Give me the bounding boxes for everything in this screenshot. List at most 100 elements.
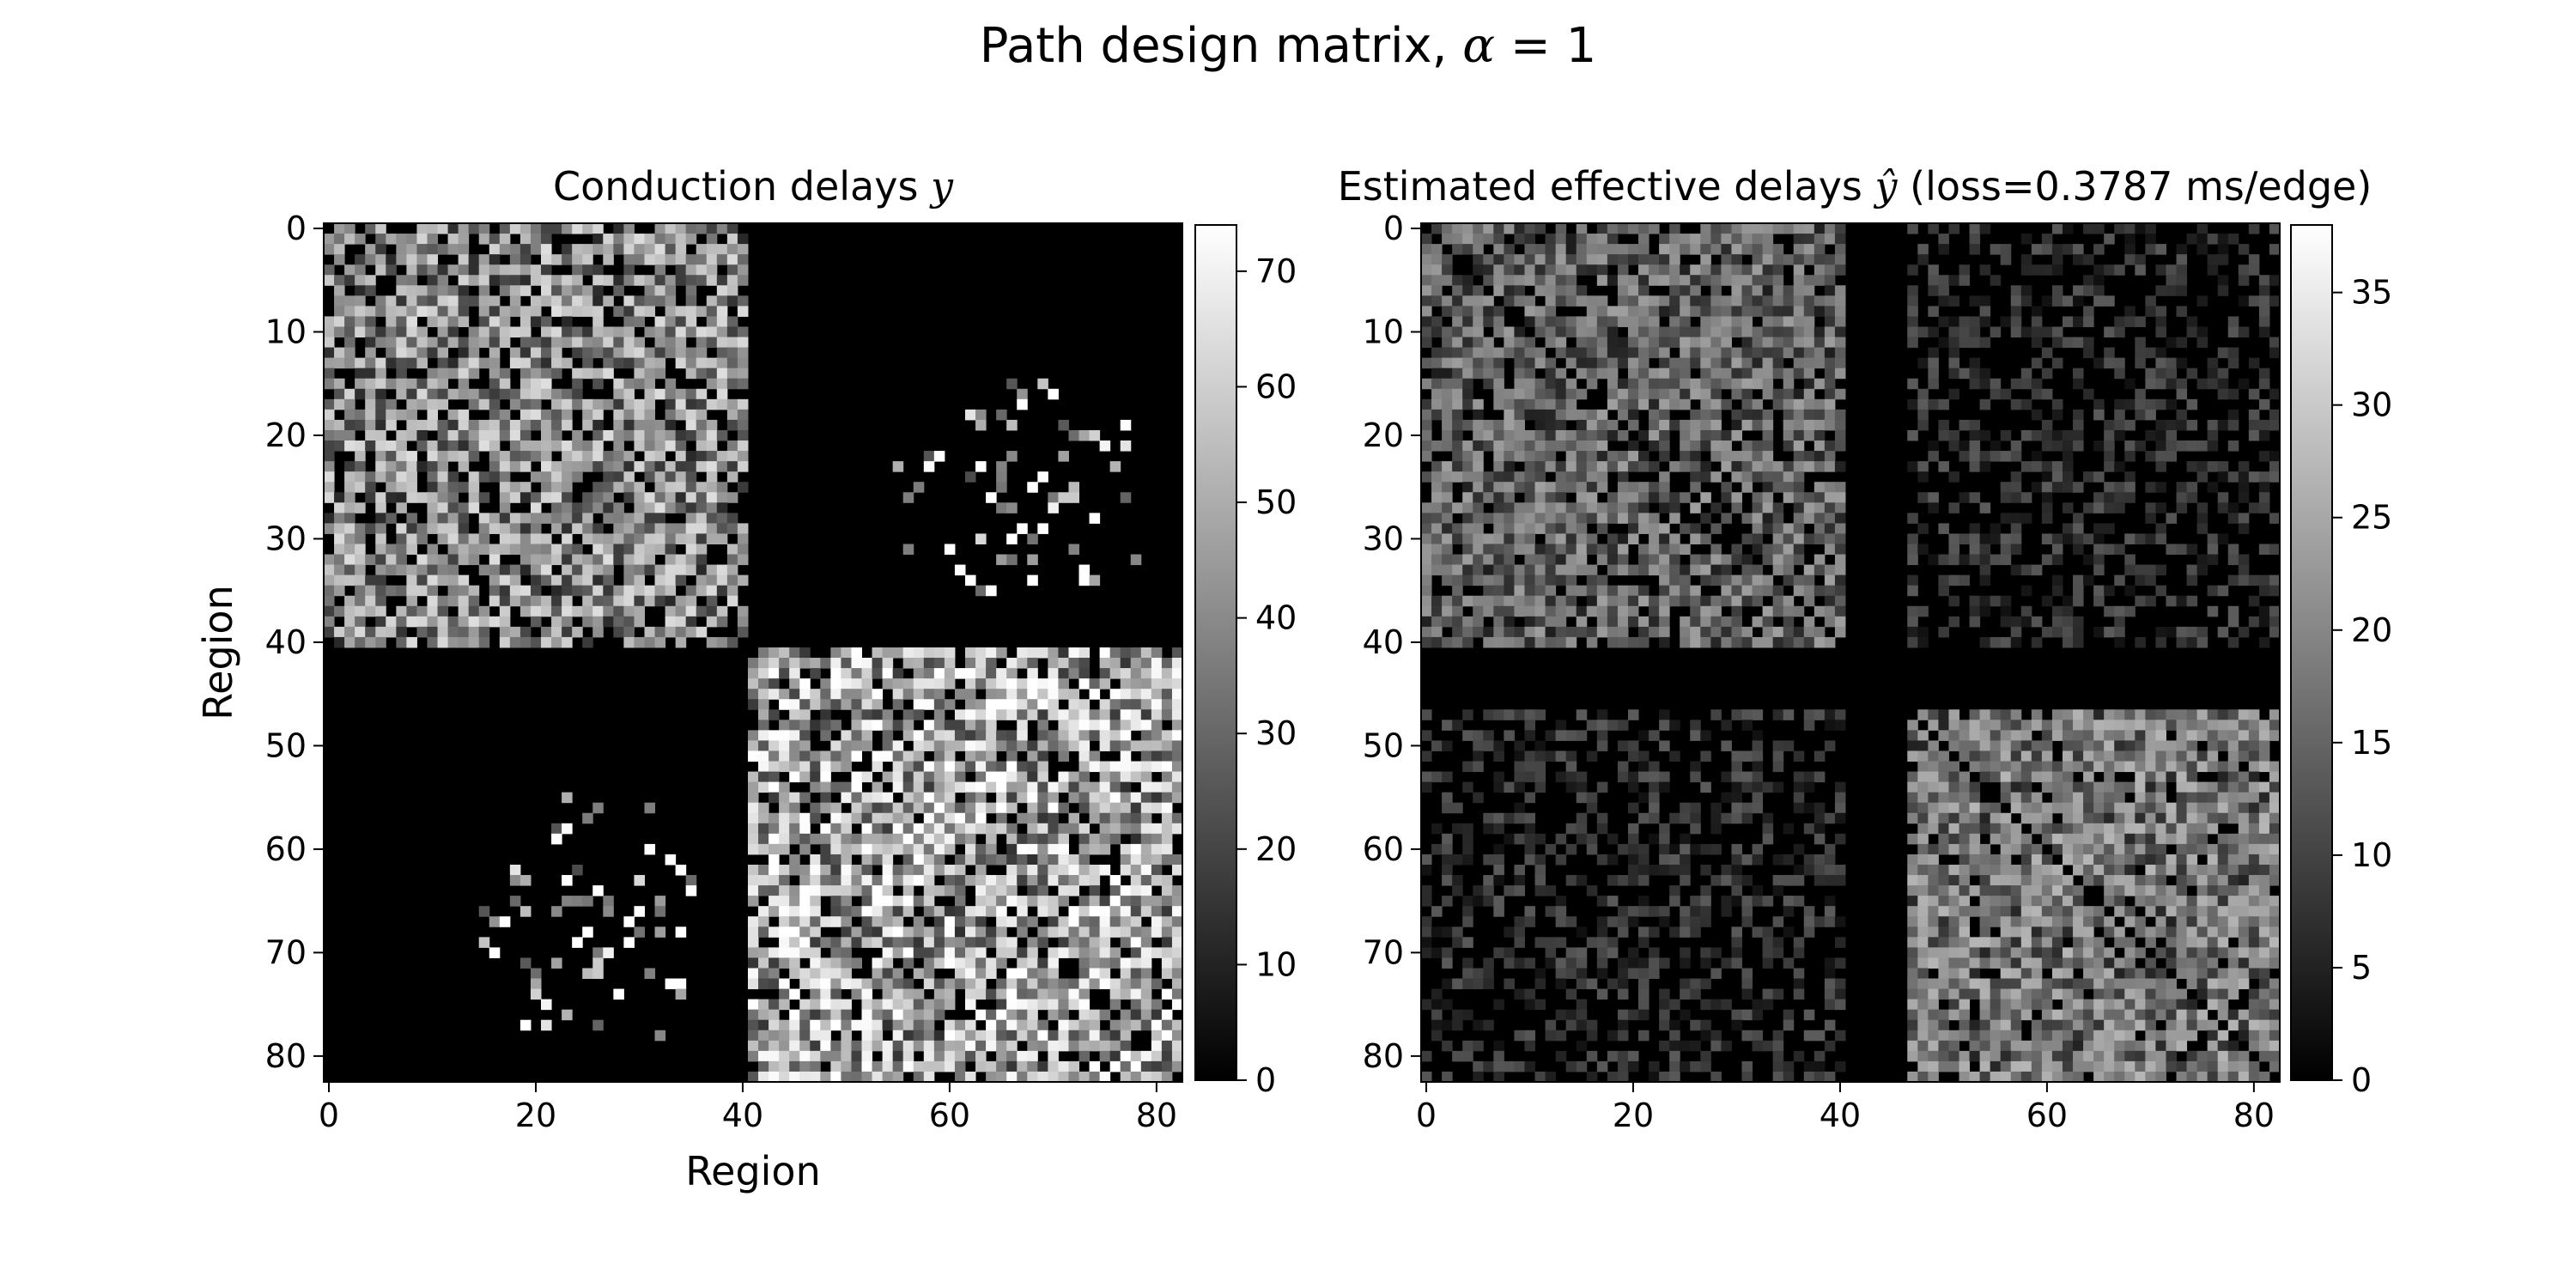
heatmap-cell [1151, 1009, 1163, 1021]
heatmap-cell [1969, 554, 1981, 566]
heatmap-cell [2114, 502, 2125, 513]
heatmap-cell [872, 1009, 884, 1021]
heatmap-cell [1607, 419, 1619, 431]
heatmap-cell [1068, 544, 1080, 556]
heatmap-cell [365, 595, 376, 607]
heatmap-cell [1659, 616, 1670, 628]
heatmap-cell [1617, 409, 1629, 421]
heatmap-cell [986, 1030, 997, 1042]
heatmap-cell [779, 1019, 790, 1031]
heatmap-cell [1576, 357, 1588, 369]
heatmap-cell [447, 295, 459, 307]
heatmap-cell [2051, 429, 2063, 441]
heatmap-cell [747, 1030, 759, 1042]
heatmap-cell [1140, 792, 1152, 804]
heatmap-cell [1576, 461, 1588, 472]
heatmap-cell [2031, 616, 2043, 628]
heatmap-cell [2196, 471, 2208, 483]
heatmap-cell [1824, 409, 1836, 421]
heatmap-cell [2124, 378, 2136, 390]
heatmap-cell [841, 689, 852, 700]
heatmap-cell [1762, 316, 1774, 327]
heatmap-cell [2145, 451, 2156, 462]
heatmap-cell [685, 223, 697, 234]
heatmap-cell [519, 223, 532, 234]
heatmap-cell [1431, 533, 1443, 544]
heatmap-cell [1120, 812, 1132, 824]
heatmap-cell [2093, 585, 2105, 597]
heatmap-cell [954, 1030, 966, 1042]
heatmap-cell [634, 605, 645, 617]
heatmap-cell [2269, 275, 2281, 286]
heatmap-cell [1161, 916, 1173, 927]
heatmap-cell [1669, 378, 1680, 390]
heatmap-cell [2083, 337, 2094, 349]
heatmap-cell [1068, 689, 1080, 700]
heatmap-cell [2041, 244, 2053, 255]
heatmap-cell [1099, 792, 1111, 804]
heatmap-cell [1462, 316, 1473, 327]
heatmap-cell [1607, 492, 1619, 503]
heatmap-cell [1555, 523, 1567, 534]
heatmap-cell [572, 347, 583, 359]
heatmap-cell [1089, 730, 1101, 741]
heatmap-cell [726, 554, 738, 566]
heatmap-cell [716, 388, 728, 400]
heatmap-cell [841, 1060, 852, 1072]
heatmap-cell [996, 937, 1007, 948]
heatmap-cell [634, 295, 645, 307]
heatmap-cell [892, 771, 904, 783]
heatmap-cell [964, 761, 976, 773]
heatmap-cell [861, 720, 873, 731]
heatmap-cell [1027, 668, 1038, 679]
heatmap-cell [509, 875, 521, 886]
heatmap-cell [1814, 626, 1826, 638]
heatmap-cell [851, 1060, 863, 1072]
heatmap-cell [1462, 564, 1473, 576]
heatmap-cell [1524, 388, 1536, 400]
heatmap-cell [1907, 306, 1918, 317]
heatmap-cell [986, 668, 997, 679]
heatmap-cell [758, 978, 769, 990]
heatmap-cell [1669, 368, 1680, 380]
heatmap-cell [530, 368, 542, 380]
heatmap-cell [530, 264, 542, 276]
heatmap-cell [1161, 678, 1173, 690]
heatmap-cell [427, 544, 439, 556]
heatmap-cell [1565, 451, 1577, 462]
heatmap-cell [551, 626, 562, 638]
heatmap-cell [2238, 275, 2250, 286]
heatmap-cell [1596, 295, 1608, 307]
heatmap-cell [1649, 316, 1660, 327]
heatmap-cell [2051, 285, 2063, 296]
heatmap-cell [375, 471, 386, 483]
heatmap-cell [592, 968, 604, 980]
heatmap-cell [1027, 1060, 1038, 1072]
heatmap-cell [1130, 647, 1142, 659]
heatmap-cell [541, 440, 552, 452]
heatmap-cell [923, 730, 935, 741]
heatmap-cell [737, 264, 749, 276]
heatmap-cell [665, 398, 677, 410]
heatmap-cell [1741, 275, 1753, 286]
heatmap-cell [2083, 316, 2094, 327]
heatmap-cell [1504, 275, 1515, 286]
heatmap-cell [1462, 306, 1473, 317]
heatmap-cell [1099, 1030, 1111, 1042]
heatmap-cell [799, 978, 811, 990]
heatmap-cell [1700, 471, 1711, 483]
heatmap-cell [1710, 554, 1722, 566]
heatmap-cell [1058, 720, 1069, 731]
heatmap-cell [1462, 326, 1473, 338]
heatmap-cell [344, 223, 355, 234]
heatmap-cell [562, 451, 573, 462]
heatmap-cell [1700, 223, 1711, 234]
heatmap-cell [458, 595, 470, 607]
heatmap-cell [1452, 605, 1463, 617]
heatmap-cell [344, 492, 355, 503]
heatmap-cell [1969, 378, 1981, 390]
heatmap-cell [986, 761, 997, 773]
heatmap-cell [1473, 244, 1484, 255]
heatmap-cell [830, 916, 841, 927]
heatmap-cell [634, 306, 645, 317]
